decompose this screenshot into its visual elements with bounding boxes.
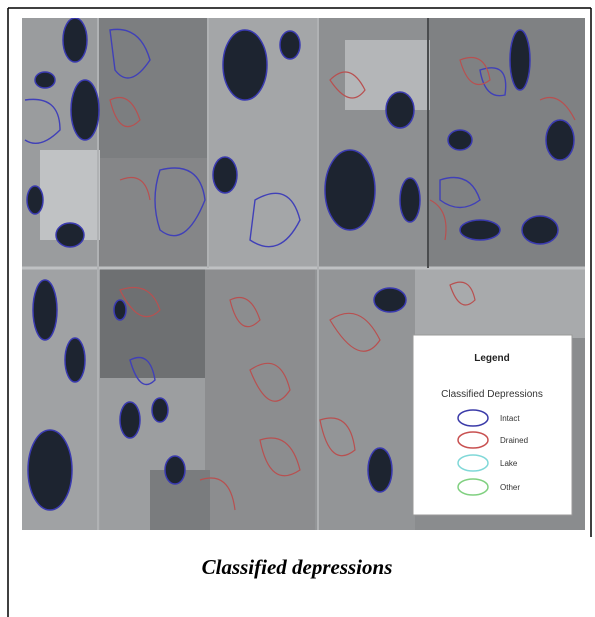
legend-label: Intact (500, 414, 520, 423)
legend-title: Legend (474, 353, 510, 364)
legend-label: Lake (500, 459, 518, 468)
legend: Legend Classified Depressions Intact Dra… (413, 335, 572, 515)
legend-label: Other (500, 483, 520, 492)
legend-label: Drained (500, 436, 528, 445)
caption: Classified depressions (202, 555, 393, 579)
legend-subtitle: Classified Depressions (441, 389, 543, 400)
figure: Legend Classified Depressions Intact Dra… (0, 0, 595, 617)
page: {"legend": {"title": "Legend", "subtitle… (0, 0, 595, 617)
